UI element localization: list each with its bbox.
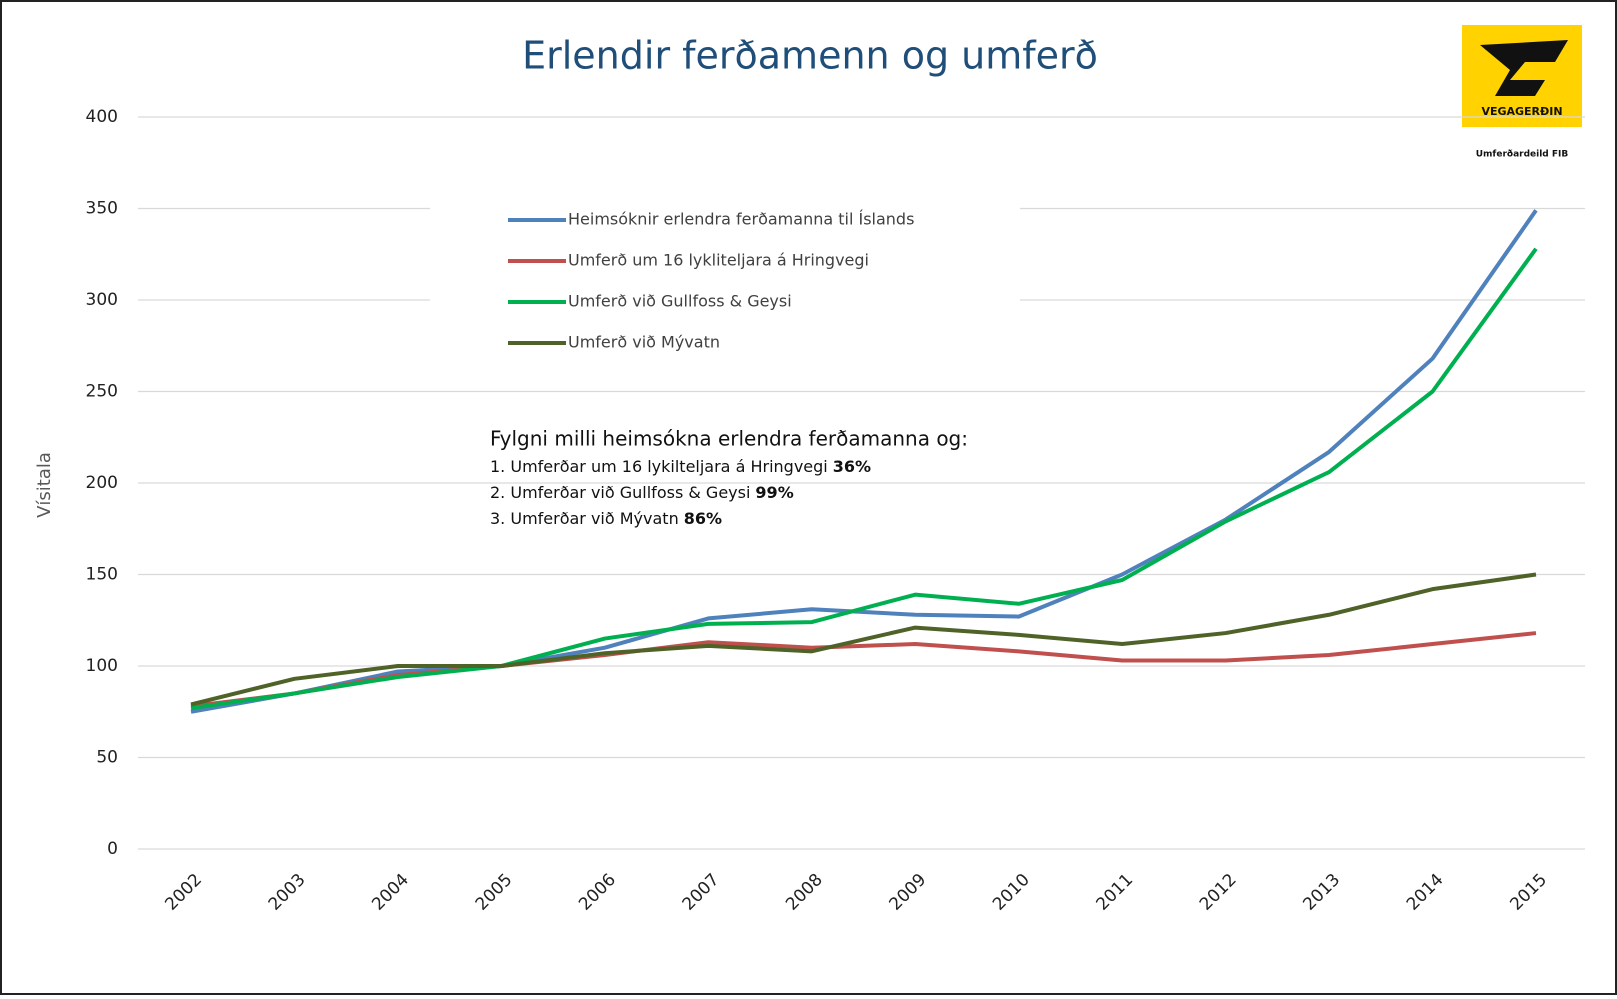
annotation-value: 36% [833, 457, 871, 476]
annotation-line: 2. Umferðar við Gullfoss & Geysi 99% [490, 483, 794, 502]
series-line [190, 247, 1538, 711]
annotation-line: 1. Umferðar um 16 lykilteljara á Hringve… [490, 457, 871, 476]
y-tick-label: 150 [86, 565, 118, 585]
y-tick-label: 200 [86, 473, 118, 493]
y-tick-label: 50 [96, 748, 118, 768]
logo: VEGAGERÐIN Umferðardeild FIB [1462, 25, 1582, 160]
legend-label: Umferð við Gullfoss & Geysi [568, 292, 792, 311]
y-tick-label: 300 [86, 290, 118, 310]
logo-text: VEGAGERÐIN [1481, 105, 1562, 118]
logo-mark [1480, 40, 1568, 96]
annotation-line: 3. Umferðar við Mývatn 86% [490, 509, 722, 528]
annotation-value: 86% [684, 509, 722, 528]
y-tick-label: 0 [107, 839, 118, 859]
legend-label: Umferð um 16 lykliteljara á Hringvegi [568, 251, 869, 270]
legend-label: Heimsóknir erlendra ferðamanna til Íslan… [568, 210, 914, 229]
legend-label: Umferð við Mývatn [568, 333, 720, 352]
series-line [190, 572, 1537, 707]
y-tick-label: 250 [86, 382, 118, 402]
y-tick-label: 100 [86, 656, 118, 676]
annotation-text: 3. Umferðar við Mývatn [490, 509, 679, 528]
annotation-text: 1. Umferðar um 16 lykilteljara á Hringve… [490, 457, 828, 476]
chart-title: Erlendir ferðamenn og umferð [522, 34, 1098, 78]
annotation-value: 99% [755, 483, 793, 502]
y-tick-label: 350 [86, 199, 118, 219]
y-axis-label: Vísitala [34, 452, 55, 518]
logo-caption: Umferðardeild FIB [1476, 150, 1569, 160]
legend-background [430, 195, 1020, 365]
y-tick-label: 400 [86, 107, 118, 127]
series-line [190, 209, 1538, 714]
annotation-heading: Fylgni milli heimsókna erlendra ferðaman… [490, 427, 968, 451]
annotation-text: 2. Umferðar við Gullfoss & Geysi [490, 483, 750, 502]
